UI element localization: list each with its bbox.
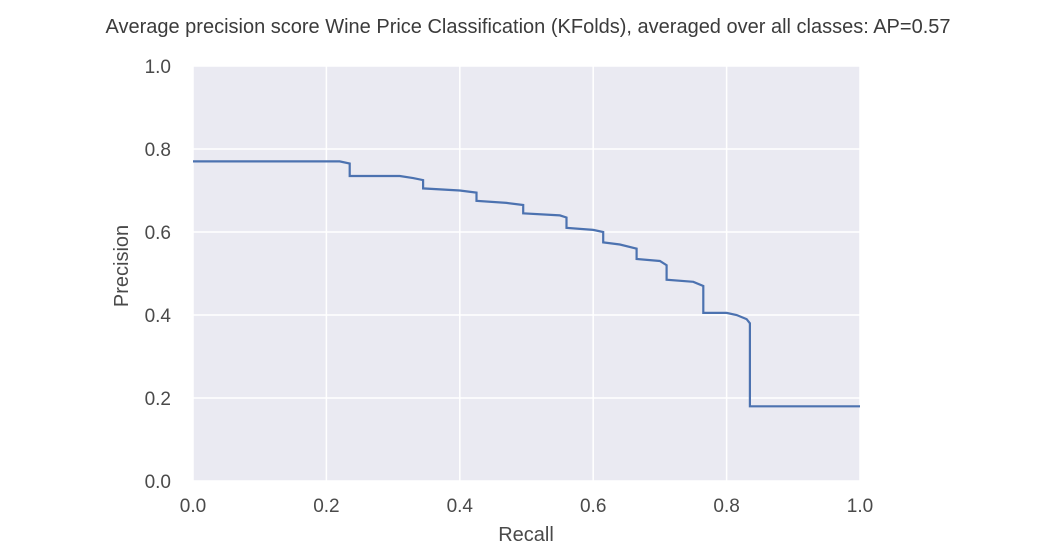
- x-tick-label: 0.8: [713, 496, 739, 517]
- y-axis-label: Precision: [111, 225, 133, 307]
- x-tick-label: 0.0: [180, 496, 206, 517]
- y-tick-labels: 0.0 0.2 0.4 0.6 0.8 1.0: [145, 57, 172, 493]
- x-tick-label: 0.4: [447, 496, 474, 517]
- y-tick-label: 0.2: [145, 389, 171, 410]
- x-tick-label: 1.0: [847, 496, 873, 517]
- y-tick-label: 0.6: [145, 223, 171, 244]
- precision-recall-line: [193, 160, 860, 408]
- x-axis-label: Recall: [498, 524, 554, 546]
- y-tick-label: 1.0: [145, 57, 171, 78]
- x-tick-label: 0.6: [580, 496, 606, 517]
- x-tick-labels: 0.0 0.2 0.4 0.6 0.8 1.0: [180, 496, 873, 517]
- y-tick-label: 0.4: [145, 306, 172, 327]
- y-tick-label: 0.0: [145, 472, 171, 493]
- y-tick-label: 0.8: [145, 140, 171, 161]
- chart-title: Average precision score Wine Price Class…: [105, 16, 950, 38]
- x-tick-label: 0.2: [313, 496, 339, 517]
- grid-lines: [192, 65, 861, 482]
- plot-area: [193, 66, 860, 481]
- pr-curve-series: [193, 160, 860, 408]
